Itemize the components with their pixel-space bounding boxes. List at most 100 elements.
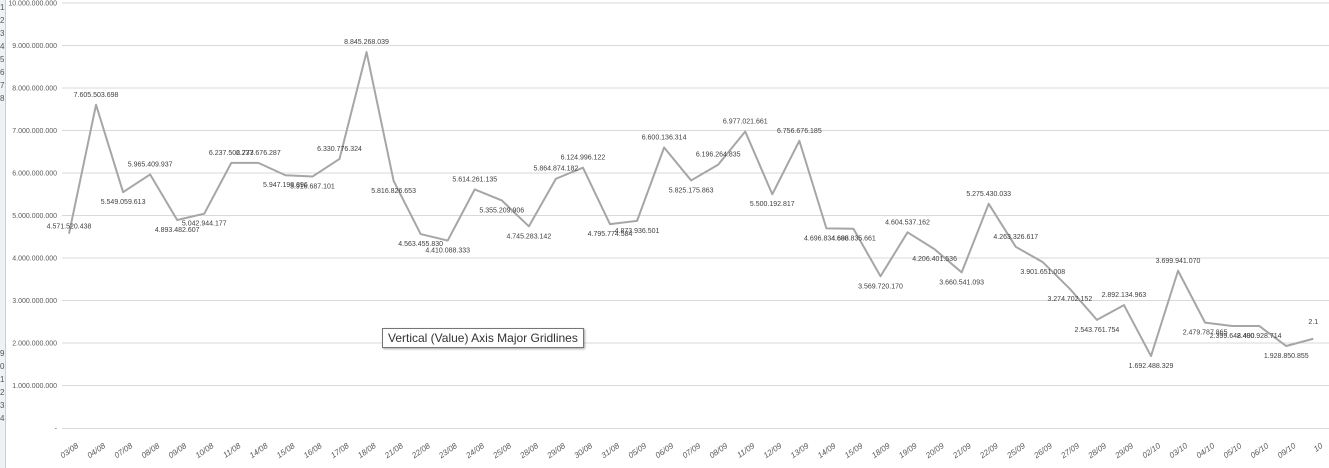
data-label: 5.042.944.177 [182, 221, 227, 228]
data-label: 5.275.430.033 [966, 191, 1011, 198]
data-label: 5.916.687.101 [290, 184, 335, 191]
data-label: 4.410.088.333 [425, 248, 470, 255]
x-tick-label: 21/09 [950, 441, 973, 461]
x-tick-label: 08/09 [708, 441, 730, 460]
row-number: 1 [0, 376, 5, 384]
x-tick-label: 10 [1312, 441, 1325, 454]
x-tick-label: 28/09 [1086, 441, 1109, 461]
x-tick-label: 16/08 [302, 441, 324, 460]
x-tick-label: 03/10 [1168, 441, 1190, 460]
data-label: 3.699.941.070 [1156, 258, 1201, 265]
data-label: 5.500.192.817 [750, 201, 795, 208]
row-number: 3 [0, 30, 5, 38]
row-number: 8 [0, 95, 5, 103]
x-tick-label: 04/08 [86, 441, 108, 460]
x-tick-label: 11/08 [221, 441, 243, 460]
data-label: 5.549.059.613 [101, 199, 146, 206]
x-tick-label: 07/09 [681, 441, 703, 460]
data-label: 6.600.136.314 [642, 134, 687, 141]
x-tick-label: 03/08 [59, 441, 81, 460]
x-tick-label: 19/09 [897, 441, 919, 460]
x-tick-label: 12/09 [762, 441, 784, 460]
data-label: 6.237.676.287 [236, 150, 281, 157]
data-label: 3.901.651.008 [1020, 269, 1065, 276]
x-tick-label: 13/09 [789, 441, 811, 460]
data-label: 2.892.134.963 [1102, 292, 1147, 299]
data-label: 5.825.175.863 [669, 187, 714, 194]
data-label: 1.928.850.855 [1264, 353, 1309, 360]
y-tick-label: 1.000.000.000 [12, 383, 57, 390]
x-tick-label: 02/10 [1141, 441, 1163, 460]
x-tick-label: 18/08 [356, 441, 378, 460]
x-tick-label: 24/08 [464, 441, 487, 461]
data-label: 6.237.502.773 [209, 150, 254, 157]
x-tick-label: 26/09 [1032, 441, 1055, 461]
x-tick-label: 25/09 [1005, 441, 1028, 461]
x-tick-label: 05/09 [627, 441, 649, 460]
y-tick-label: - [55, 426, 58, 433]
data-label: 6.977.021.661 [723, 118, 768, 125]
row-number: 2 [0, 17, 5, 25]
x-tick-label: 09/10 [1276, 441, 1298, 460]
data-label: 3.569.720.170 [858, 283, 903, 290]
x-tick-label: 08/08 [140, 441, 162, 460]
data-label: 5.614.261.135 [452, 176, 497, 183]
row-number: 1 [0, 4, 5, 12]
data-label: 4.795.774.584 [588, 231, 633, 238]
data-label: 2.400.928.714 [1237, 333, 1282, 340]
y-tick-label: 4.000.000.000 [12, 256, 57, 263]
data-label: 5.965.409.937 [128, 161, 173, 168]
x-tick-label: 25/08 [491, 441, 514, 461]
spreadsheet-row-header-strip [0, 0, 6, 468]
x-tick-label: 06/09 [654, 441, 676, 460]
data-label: 2.1 [1308, 319, 1318, 326]
x-tick-label: 22/09 [977, 441, 1000, 461]
data-label: 5.947.199.896 [263, 182, 308, 189]
data-label: 6.196.264.835 [696, 152, 741, 159]
x-tick-label: 14/08 [248, 441, 270, 460]
data-label: 6.330.776.324 [317, 146, 362, 153]
x-tick-label: 10/08 [194, 441, 216, 460]
row-number: 7 [0, 82, 5, 90]
y-tick-label: 7.000.000.000 [12, 128, 57, 135]
data-label: 8.845.268.039 [344, 39, 389, 46]
data-label: 4.263.326.617 [993, 234, 1038, 241]
x-tick-label: 04/10 [1195, 441, 1217, 460]
data-label: 4.873.936.501 [615, 228, 660, 235]
row-number: 4 [0, 43, 5, 51]
x-tick-label: 15/09 [843, 441, 865, 460]
row-number: 3 [0, 402, 5, 410]
x-tick-label: 06/10 [1249, 441, 1271, 460]
data-label: 4.604.537.162 [885, 219, 930, 226]
x-tick-label: 29/09 [1113, 441, 1136, 461]
series-line[interactable] [68, 51, 1314, 358]
data-label: 1.692.488.329 [1129, 363, 1174, 370]
x-tick-label: 22/08 [409, 441, 432, 461]
data-label: 4.745.283.142 [506, 233, 551, 240]
y-tick-label: 5.000.000.000 [12, 213, 57, 220]
y-tick-label: 9.000.000.000 [12, 43, 57, 50]
data-label: 2.399.648.490 [1210, 333, 1255, 340]
data-label: 4.571.520.438 [47, 224, 92, 231]
data-label: 4.206.401.536 [912, 256, 957, 263]
x-tick-label: 30/08 [573, 441, 595, 460]
x-tick-label: 17/08 [329, 441, 351, 460]
data-label: 4.893.482.607 [155, 227, 200, 234]
gridlines-tooltip: Vertical (Value) Axis Major Gridlines [382, 328, 584, 348]
data-label: 7.605.503.698 [74, 92, 119, 99]
row-number: 6 [0, 69, 5, 77]
x-tick-label: 15/08 [275, 441, 297, 460]
data-label: 3.274.702.152 [1047, 296, 1092, 303]
data-label: 6.124.996.122 [561, 155, 606, 162]
x-tick-label: 18/09 [870, 441, 892, 460]
x-tick-label: 29/08 [545, 441, 568, 461]
data-label: 5.816.826.653 [371, 188, 416, 195]
row-number: 9 [0, 350, 5, 358]
data-label: 4.696.834.698 [804, 235, 849, 242]
row-number: 4 [0, 415, 5, 423]
y-tick-label: 10.000.000.000 [8, 1, 57, 8]
x-tick-label: 20/09 [923, 441, 946, 461]
data-label: 4.688.835.661 [831, 236, 876, 243]
y-tick-label: 8.000.000.000 [12, 86, 57, 93]
